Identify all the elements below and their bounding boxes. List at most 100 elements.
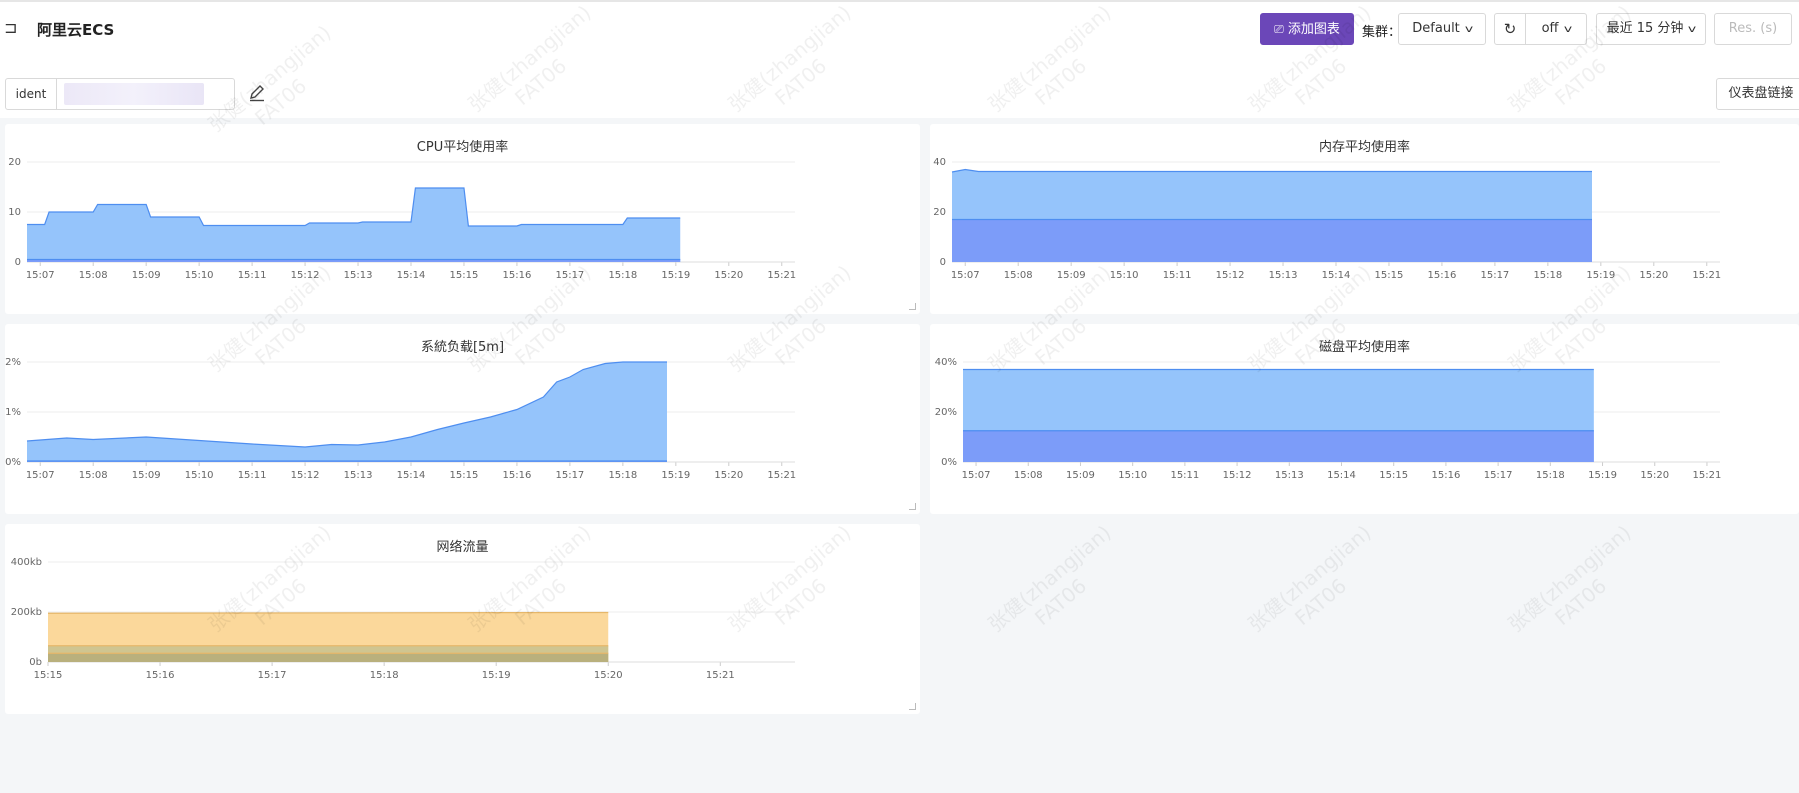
load-chart: 0% 1% 2% 15:07 15:08 15:09 15:10 15:11 15:12 15:1… [5, 357, 796, 481]
chevron-down-icon: v [1563, 24, 1572, 35]
x-tick-label: 15:12 [1216, 270, 1245, 281]
chart-title: 磁盘平均使用率 [1318, 340, 1410, 355]
x-tick-label: 15:15 [1379, 470, 1408, 481]
resize-handle[interactable] [909, 703, 916, 710]
x-tick-label: 15:18 [608, 470, 637, 481]
x-tick-label: 15:09 [132, 470, 161, 481]
x-tick-label: 15:19 [482, 670, 511, 681]
refresh-interval-select[interactable]: off v [1525, 13, 1587, 45]
x-tick-label: 15:16 [146, 670, 175, 681]
y-tick-label: 40% [935, 357, 957, 368]
watermark: 张健(zhangjian)FAT06 [1503, 520, 1636, 637]
refresh-icon: ↻ [1503, 20, 1517, 38]
x-tick-label: 15:16 [503, 270, 532, 281]
y-tick-label: 20 [8, 157, 21, 168]
watermark: 张健(zhangjian)FAT06 [983, 520, 1116, 637]
x-tick-label: 15:19 [661, 270, 690, 281]
series-area [963, 430, 1594, 462]
x-tick-label: 15:21 [767, 470, 796, 481]
cluster-label: 集群： [1362, 25, 1402, 40]
x-tick-label: 15:14 [397, 470, 426, 481]
y-tick-label: 10 [8, 207, 21, 218]
x-tick-label: 15:13 [344, 270, 373, 281]
x-tick-label: 15:15 [34, 670, 63, 681]
chevron-down-icon: v [1688, 24, 1697, 35]
series-area [27, 188, 681, 262]
resolution-placeholder: Res. (s) [1728, 21, 1778, 36]
resize-handle[interactable] [909, 303, 916, 310]
x-tick-label: 15:17 [258, 670, 287, 681]
y-tick-label: 1% [5, 407, 21, 418]
x-tick-label: 15:16 [503, 470, 532, 481]
x-tick-label: 15:20 [594, 670, 623, 681]
x-tick-label: 15:11 [238, 470, 267, 481]
chevron-down-icon: v [1464, 24, 1473, 35]
add-chart-icon: ⎚ [1274, 22, 1284, 36]
ident-label: ident [6, 79, 57, 109]
y-tick-label: 0 [15, 257, 21, 268]
network-chart: 0b 200kb 400kb 15:15 15:16 15:17 15:18 15:19 15:… [11, 557, 795, 681]
x-tick-label: 15:15 [1375, 270, 1404, 281]
x-tick-label: 15:08 [79, 270, 108, 281]
y-tick-label: 20% [935, 407, 957, 418]
chart-title: CPU平均使用率 [416, 140, 509, 155]
x-tick-label: 15:14 [1327, 470, 1356, 481]
y-tick-label: 20 [933, 207, 946, 218]
time-range-select[interactable]: 最近 15 分钟 v [1596, 13, 1706, 45]
x-tick-label: 15:12 [291, 270, 320, 281]
x-tick-label: 15:21 [1693, 470, 1722, 481]
x-tick-label: 15:13 [1275, 470, 1304, 481]
refresh-button[interactable]: ↻ [1494, 13, 1526, 45]
chart-panel-load: 系統负载[5m] 0% 1% 2% 15:07 15:08 15:09 15:10 15:11… [5, 324, 920, 514]
y-tick-label: 40 [933, 157, 946, 168]
x-tick-label: 15:19 [661, 470, 690, 481]
chart-title: 内存平均使用率 [1318, 140, 1410, 155]
x-tick-label: 15:20 [1639, 270, 1668, 281]
y-tick-label: 2% [5, 357, 21, 368]
y-tick-label: 0b [29, 657, 42, 668]
x-tick-label: 15:13 [1269, 270, 1298, 281]
x-tick-label: 15:12 [1223, 470, 1252, 481]
dashboard-link-button[interactable]: 仪表盘链接 [1716, 78, 1799, 110]
x-tick-label: 15:08 [79, 470, 108, 481]
y-tick-label: 0 [940, 257, 946, 268]
x-tick-label: 15:18 [370, 670, 399, 681]
x-tick-label: 15:19 [1586, 270, 1615, 281]
cpu-chart: 0 10 20 15:07 15:08 15:09 15:10 15:11 15:12 15:13… [8, 157, 796, 281]
x-tick-label: 15:07 [26, 470, 55, 481]
x-tick-label: 15:18 [1533, 270, 1562, 281]
edit-icon[interactable] [248, 84, 266, 102]
x-tick-label: 15:12 [291, 470, 320, 481]
x-tick-label: 15:18 [608, 270, 637, 281]
dashboard-link-label: 仪表盘链接 [1728, 86, 1794, 101]
resize-handle[interactable] [909, 503, 916, 510]
x-tick-label: 15:15 [450, 470, 479, 481]
x-tick-label: 15:08 [1014, 470, 1043, 481]
x-tick-label: 15:09 [1057, 270, 1086, 281]
disk-chart: 0% 20% 40% 15:07 15:08 15:09 15:10 15:11 15:12 15… [935, 357, 1722, 481]
series-area [27, 259, 681, 262]
top-bar: ⊐ 阿里云ECS ⎚ 添加图表 集群： Default v ↻ off v 最近 1… [0, 0, 1799, 62]
add-chart-button[interactable]: ⎚ 添加图表 [1260, 13, 1354, 45]
x-tick-label: 15:10 [1118, 470, 1147, 481]
x-tick-label: 15:15 [450, 270, 479, 281]
series-area [48, 653, 609, 662]
x-tick-label: 15:11 [238, 270, 267, 281]
ident-filter[interactable]: ident [5, 78, 235, 110]
x-tick-label: 15:21 [706, 670, 735, 681]
x-tick-label: 15:16 [1431, 470, 1460, 481]
back-icon[interactable]: ⊐ [4, 18, 18, 37]
cluster-select[interactable]: Default v [1398, 13, 1486, 45]
x-tick-label: 15:09 [1066, 470, 1095, 481]
add-chart-label: 添加图表 [1287, 22, 1340, 37]
series-area [952, 219, 1592, 262]
refresh-interval-value: off [1541, 21, 1559, 36]
chart-panel-cpu: CPU平均使用率 0 10 20 15:07 15:08 15:09 15:10 15:11 1… [5, 124, 920, 314]
y-tick-label: 0% [941, 457, 957, 468]
resolution-input[interactable]: Res. (s) [1714, 13, 1792, 45]
ident-value[interactable] [64, 83, 204, 105]
series-area [27, 362, 667, 462]
x-tick-label: 15:08 [1004, 270, 1033, 281]
chart-panel-disk: 磁盘平均使用率 0% 20% 40% 15:07 15:08 15:09 15:10 15:1… [930, 324, 1799, 514]
x-tick-label: 15:14 [397, 270, 426, 281]
